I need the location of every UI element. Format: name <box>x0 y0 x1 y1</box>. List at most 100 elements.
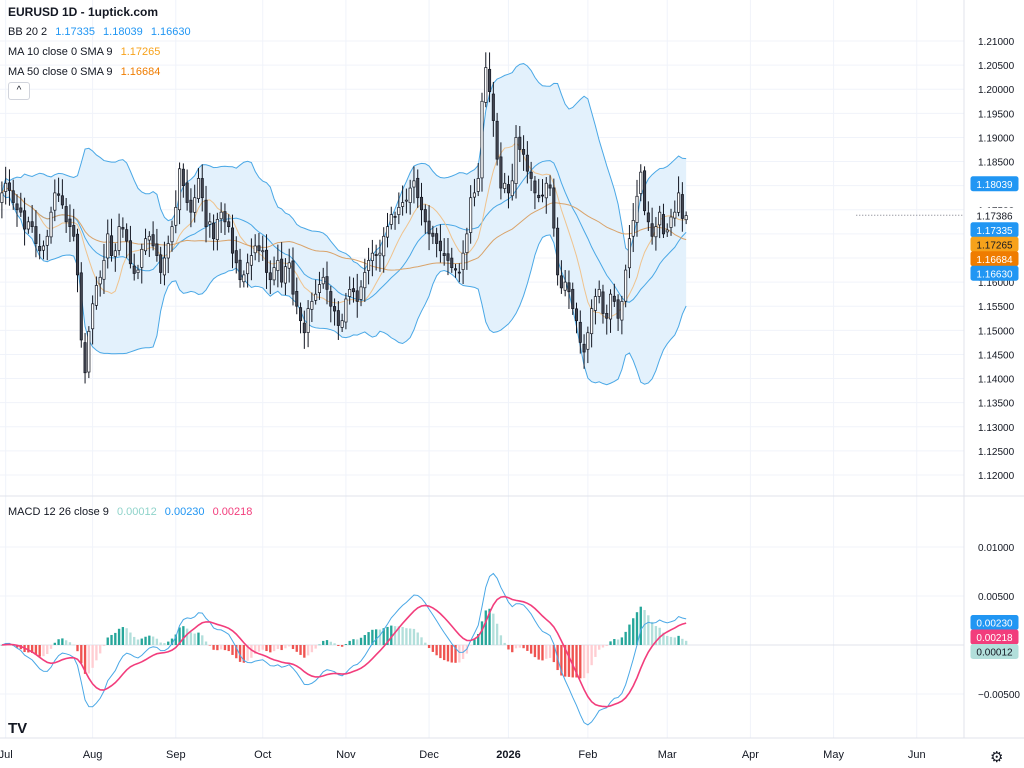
macd-histogram-bar <box>382 628 385 645</box>
candle <box>196 168 200 203</box>
candle <box>234 236 238 274</box>
legend-ma10[interactable]: MA 10 close 0 SMA 9 1.17265 <box>8 45 160 59</box>
time-axis[interactable]: Jul Aug Sep Oct Nov Dec 2026 Feb Mar Apr May Jun <box>0 749 926 761</box>
candle <box>627 224 631 279</box>
candles <box>0 52 688 384</box>
macd-histogram-bar <box>424 642 427 645</box>
candle-body <box>283 266 287 284</box>
macd-tick-label: 0.00500 <box>978 592 1015 603</box>
candle <box>57 177 61 202</box>
macd-histogram-bar <box>114 632 117 645</box>
candle-body <box>650 223 654 237</box>
candle-body <box>181 168 185 187</box>
candle <box>370 239 374 277</box>
macd-histogram-bar <box>15 645 19 648</box>
macd-histogram-bar <box>133 636 136 645</box>
candle-body <box>333 306 337 312</box>
candle <box>593 288 597 325</box>
macd-histogram-bar <box>552 645 555 663</box>
candle-body <box>0 192 4 203</box>
time-tick-label: Mar <box>658 749 677 761</box>
candle <box>635 179 639 237</box>
macd-histogram-bar <box>443 645 446 661</box>
candle-body <box>98 276 102 285</box>
macd-histogram-bar <box>318 644 321 646</box>
candle-body <box>238 259 242 281</box>
candle-body <box>253 245 257 254</box>
macd-histogram-bar <box>684 640 688 645</box>
candle <box>30 204 34 233</box>
tradingview-logo-icon[interactable]: TV <box>8 720 28 737</box>
candle-body <box>491 93 495 121</box>
candle-body <box>234 250 238 264</box>
macd-axis[interactable]: 0.01000 0.00500 −0.00500 <box>978 543 1020 701</box>
macd-histogram-bar <box>639 606 642 645</box>
macd-signal-line <box>1 595 687 708</box>
legend-macd[interactable]: MACD 12 26 close 9 0.00012 0.00230 0.002… <box>8 505 252 519</box>
candle-body <box>389 214 393 225</box>
legend-ma10-label: MA 10 close 0 SMA 9 <box>8 46 113 58</box>
candle <box>23 197 27 246</box>
candle <box>68 204 72 242</box>
candle-body <box>669 216 673 228</box>
macd-pane <box>0 572 964 726</box>
candle-body <box>571 288 575 309</box>
price-tag: 1.17386 <box>970 207 1019 223</box>
macd-histogram-bar <box>129 632 132 645</box>
candle <box>397 192 401 225</box>
macd-histogram-bar <box>458 645 461 663</box>
candle-body <box>272 267 276 281</box>
macd-histogram-bar <box>405 628 408 645</box>
candle <box>136 264 140 280</box>
gear-icon[interactable]: ⚙ <box>990 749 1004 766</box>
legend-ma50[interactable]: MA 50 close 0 SMA 9 1.16684 <box>8 65 160 79</box>
macd-histogram-bar <box>480 621 484 645</box>
candle <box>189 188 193 228</box>
candle-body <box>416 177 420 199</box>
ma50-line <box>1 187 687 271</box>
candle <box>268 260 272 295</box>
candle-body <box>159 254 163 273</box>
legend-bollinger[interactable]: BB 20 2 1.17335 1.18039 1.16630 <box>8 25 191 39</box>
macd-histogram-bar <box>669 636 673 645</box>
macd-histogram-bar <box>159 642 162 645</box>
macd-histogram-bar <box>110 634 113 645</box>
candle-body <box>79 272 83 341</box>
macd-histogram-bar <box>390 625 393 645</box>
candle-body <box>559 275 563 289</box>
candle <box>491 81 495 137</box>
macd-histogram-bar <box>348 640 351 645</box>
candle <box>503 172 507 194</box>
candle-body <box>53 192 57 211</box>
macd-histogram-bar <box>117 628 121 645</box>
candle-body <box>548 184 552 189</box>
candle-body <box>174 207 178 226</box>
candle-body <box>499 156 503 189</box>
candle <box>646 201 650 231</box>
candle <box>484 52 488 108</box>
candle <box>359 280 363 307</box>
candle <box>151 221 155 251</box>
macd-histogram-bar <box>272 645 276 652</box>
chevron-up-icon[interactable]: ^ <box>8 82 30 100</box>
legend-macd-label: MACD 12 26 close 9 <box>8 506 109 518</box>
macd-histogram-bar <box>545 645 548 659</box>
candle-body <box>639 171 643 194</box>
candle-body <box>196 178 200 199</box>
macd-histogram-bar <box>503 642 506 645</box>
macd-histogram-bar <box>291 645 295 650</box>
candle <box>510 163 514 201</box>
macd-histogram-bar <box>427 645 431 649</box>
candle <box>609 289 613 333</box>
candle <box>132 253 136 281</box>
candle <box>480 92 484 192</box>
candle <box>344 292 348 330</box>
macd-histogram-bar <box>49 645 53 649</box>
candle-body <box>593 296 597 311</box>
macd-histogram-bar <box>167 641 170 645</box>
legend-macd-hist: 0.00012 <box>116 506 157 518</box>
candle <box>19 192 23 217</box>
candle-body <box>563 281 567 291</box>
macd-histogram-bar <box>492 613 495 645</box>
